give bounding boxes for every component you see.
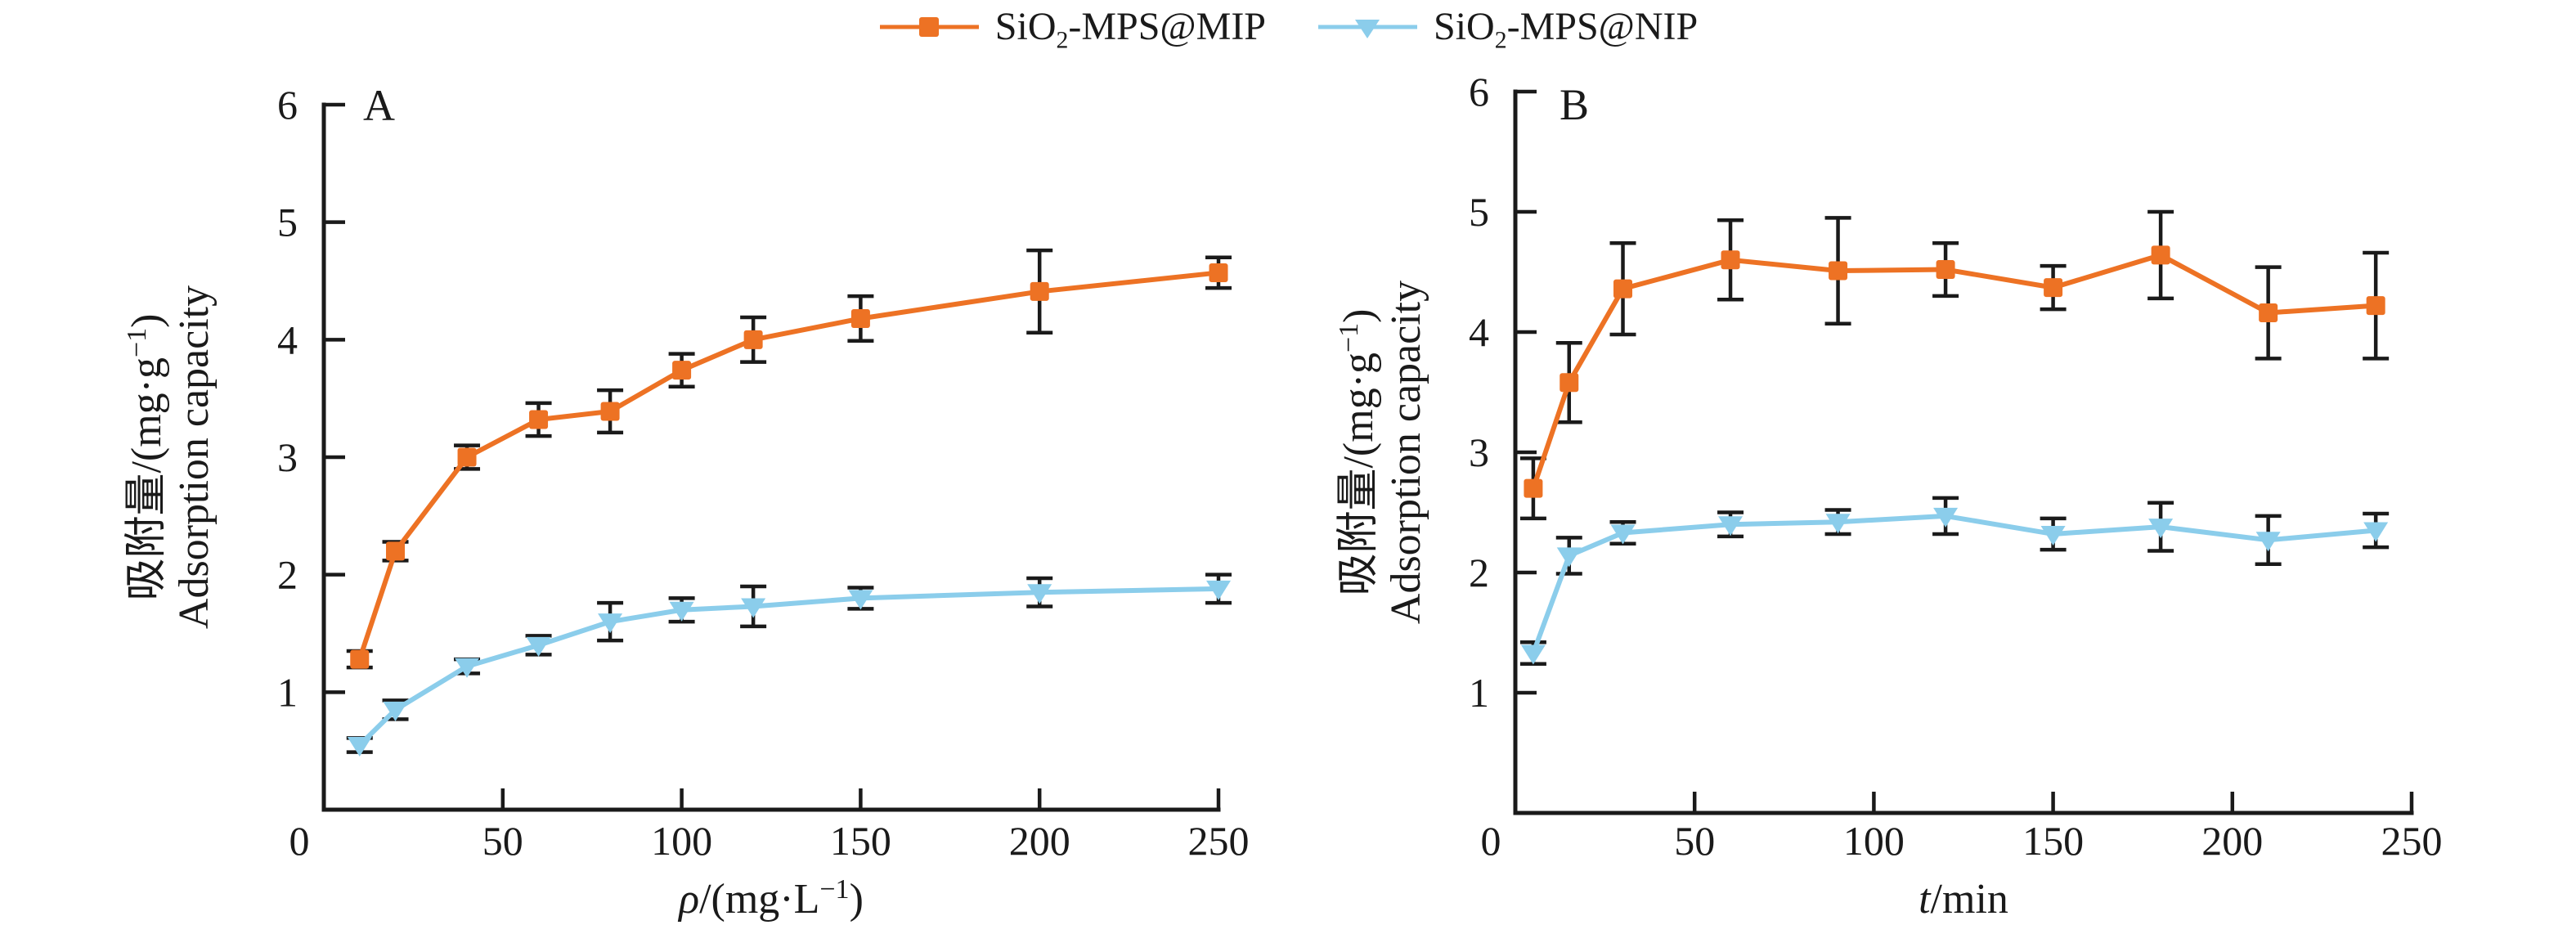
- square-marker-icon: [2366, 296, 2385, 316]
- triangle-down-marker-icon: [2040, 525, 2066, 546]
- y-tick-label: 3: [1469, 429, 1489, 475]
- y-axis-title-en: Adsorption capacity: [171, 285, 218, 629]
- legend-label-nip: SiO2-MPS@NIP: [1434, 5, 1699, 54]
- x-tick-label: 0: [1481, 818, 1501, 864]
- triangle-down-marker-icon: [383, 701, 408, 721]
- y-tick-label: 2: [277, 552, 298, 598]
- series-line-SiO2-MPS@MIP: [1531, 252, 2376, 490]
- y-tick-label: 6: [1469, 69, 1489, 115]
- triangle-down-marker-icon: [848, 590, 873, 610]
- square-marker-icon: [879, 17, 979, 37]
- triangle-down-marker-icon: [526, 636, 551, 657]
- triangle-down-marker-icon: [1825, 514, 1851, 534]
- legend-item-nip: SiO2-MPS@NIP: [1317, 2, 1698, 52]
- panel-letter: A: [363, 81, 395, 130]
- triangle-down-marker-icon: [1027, 584, 1052, 604]
- square-marker-icon: [2151, 245, 2170, 265]
- y-tick-label: 5: [277, 200, 298, 245]
- triangle-down-marker-icon: [669, 601, 694, 622]
- square-marker-icon: [2044, 278, 2063, 298]
- legend-item-mip: SiO2-MPS@MIP: [878, 2, 1266, 52]
- square-marker-icon: [672, 361, 692, 380]
- square-marker-icon: [743, 330, 763, 349]
- square-marker-icon: [1524, 478, 1543, 498]
- x-tick-label: 50: [1674, 818, 1715, 864]
- square-marker-icon: [600, 402, 620, 421]
- y-tick-label: 2: [1469, 550, 1489, 595]
- x-tick-label: 100: [1843, 818, 1905, 864]
- series-line-SiO2-MPS@MIP: [357, 270, 1219, 661]
- y-tick-label: 4: [1469, 309, 1489, 355]
- square-marker-icon: [386, 541, 406, 561]
- series-line-SiO2-MPS@NIP: [1531, 513, 2376, 654]
- x-axis-title: ρ/(mg·L−1): [677, 874, 864, 923]
- x-tick-label: 50: [482, 818, 523, 864]
- y-tick-label: 4: [277, 317, 298, 362]
- x-tick-label: 250: [2381, 818, 2443, 864]
- panel-b-chart: 0 50 100 150 200 250 1 2 3 4 5 6 t/min 吸附量/(mg·g−1) Ad…: [1334, 69, 2443, 923]
- x-tick-label: 100: [651, 818, 712, 864]
- square-marker-icon: [1030, 281, 1049, 301]
- y-axis-title-en: Adsorption capacity: [1383, 281, 1429, 624]
- y-axis-title-cn: 吸附量/(mg·g−1): [122, 313, 170, 600]
- triangle-down-marker-icon: [2148, 519, 2174, 539]
- x-tick-label: 200: [2201, 818, 2263, 864]
- square-marker-icon: [1936, 260, 1955, 280]
- triangle-down-marker-icon: [1933, 507, 1959, 528]
- panel-letter: B: [1560, 80, 1589, 129]
- triangle-down-marker-icon: [1718, 516, 1744, 537]
- x-tick-label: 150: [2022, 818, 2084, 864]
- triangle-down-marker-icon: [1206, 580, 1231, 600]
- x-tick-label: 0: [289, 818, 310, 864]
- x-axis-title: t/min: [1919, 876, 2008, 923]
- triangle-down-marker-icon: [1556, 547, 1582, 568]
- triangle-down-marker-icon: [2363, 522, 2389, 542]
- y-tick-label: 1: [1469, 670, 1489, 716]
- square-marker-icon: [1829, 261, 1848, 281]
- panel-a-chart: 0 50 100 150 200 250 1 2 3 4 5 6 ρ/(mg·L−1) 吸附量/(mg·g…: [122, 81, 1250, 923]
- legend: SiO2-MPS@MIP SiO2-MPS@NIP: [0, 0, 2576, 54]
- square-marker-icon: [1721, 250, 1740, 270]
- x-tick-label: 150: [830, 818, 891, 864]
- square-marker-icon: [2259, 303, 2278, 322]
- square-marker-icon: [1613, 279, 1633, 299]
- triangle-down-marker-icon: [1318, 20, 1417, 38]
- square-marker-icon: [457, 447, 477, 467]
- square-marker-icon: [350, 649, 370, 669]
- triangle-down-marker-icon: [455, 658, 480, 678]
- square-marker-icon: [1209, 263, 1228, 282]
- square-marker-icon: [1560, 373, 1579, 393]
- x-tick-label: 250: [1188, 818, 1250, 864]
- triangle-down-marker-icon: [347, 736, 372, 757]
- triangle-down-marker-icon: [1610, 524, 1636, 545]
- square-marker-icon: [529, 410, 549, 429]
- y-tick-label: 5: [1469, 189, 1489, 235]
- triangle-down-marker-icon: [2255, 532, 2281, 552]
- x-tick-label: 200: [1009, 818, 1070, 864]
- series-line-SiO2-MPS@NIP: [357, 586, 1219, 748]
- triangle-down-marker-icon: [1520, 644, 1546, 665]
- y-tick-label: 6: [277, 82, 298, 128]
- y-tick-label: 3: [277, 434, 298, 480]
- y-axis-title-cn: 吸附量/(mg·g−1): [1334, 308, 1382, 595]
- triangle-down-marker-icon: [598, 613, 623, 634]
- y-tick-label: 1: [277, 669, 298, 715]
- square-marker-icon: [850, 308, 870, 328]
- triangle-down-marker-icon: [741, 598, 766, 618]
- legend-label-mip: SiO2-MPS@MIP: [994, 5, 1266, 54]
